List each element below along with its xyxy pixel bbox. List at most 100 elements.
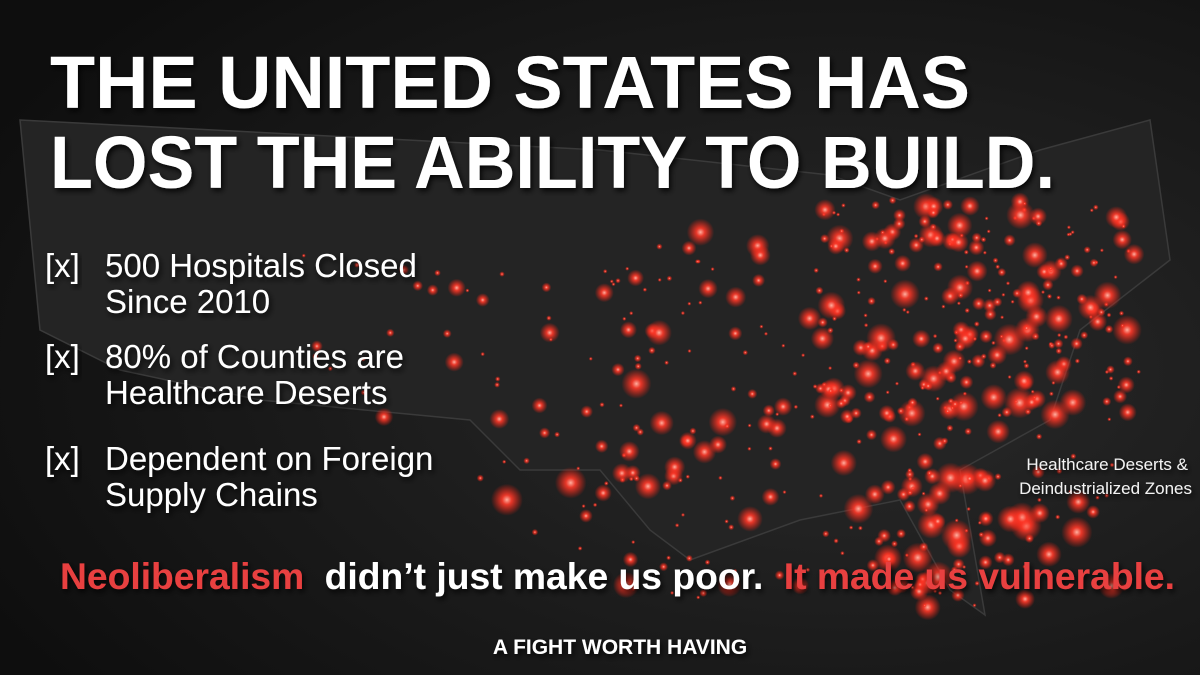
glow-dot: [1023, 359, 1027, 364]
glow-dot: [1040, 399, 1070, 430]
glow-dot: [1014, 399, 1019, 404]
glow-dot: [883, 357, 891, 365]
glow-dot: [680, 311, 686, 316]
glow-dot: [1070, 230, 1075, 235]
glow-dot: [856, 290, 861, 295]
glow-dot: [692, 440, 717, 464]
bullet-marker: [x]: [45, 247, 80, 284]
glow-dot: [1029, 207, 1047, 226]
glow-dot: [947, 397, 955, 405]
glow-dot: [622, 551, 639, 568]
glow-dot: [947, 212, 973, 239]
glow-dot: [1022, 323, 1031, 333]
glow-dot: [903, 500, 916, 513]
glow-dot: [1070, 264, 1084, 278]
glow-dot: [904, 416, 910, 422]
glow-dot: [840, 551, 845, 556]
glow-dot: [973, 469, 997, 492]
glow-dot: [634, 362, 642, 370]
glow-dot: [810, 327, 835, 351]
glow-dot: [490, 483, 523, 516]
glow-dot: [1108, 376, 1114, 381]
glow-dot: [980, 353, 987, 360]
glow-dot: [1106, 312, 1112, 318]
glow-dot: [866, 323, 896, 353]
glow-dot: [1116, 385, 1121, 390]
glow-dot: [444, 352, 464, 372]
glow-dot: [642, 287, 648, 292]
glow-dot: [1001, 292, 1006, 297]
glow-dot: [1045, 359, 1070, 385]
glow-dot: [978, 555, 993, 570]
glow-dot: [447, 278, 466, 297]
glow-dot: [354, 262, 360, 268]
glow-dot: [774, 570, 785, 581]
glow-dot: [762, 404, 775, 417]
glow-dot: [964, 427, 972, 436]
glow-dot: [599, 402, 605, 408]
glow-dot: [1021, 242, 1048, 268]
glow-dot: [863, 313, 868, 318]
glow-dot: [864, 484, 885, 505]
glow-dot: [698, 278, 718, 299]
glow-dot: [881, 551, 897, 567]
glow-dot: [941, 437, 949, 445]
glow-dot: [666, 555, 671, 561]
glow-dot: [704, 559, 711, 566]
glow-dot: [995, 264, 1001, 270]
glow-dot: [1022, 564, 1028, 570]
glow-dot: [978, 510, 994, 527]
glow-dot: [1118, 403, 1137, 422]
glow-dot: [752, 273, 766, 287]
glow-dot: [685, 554, 693, 562]
glow-dot: [476, 474, 484, 482]
glow-dot: [888, 248, 896, 255]
glow-dot: [923, 296, 929, 301]
glow-dot: [831, 210, 837, 215]
glow-dot: [896, 528, 906, 539]
glow-dot: [888, 196, 897, 205]
glow-dot: [580, 405, 593, 418]
glow-dot: [742, 349, 748, 356]
glow-dot: [922, 561, 954, 593]
glow-dot: [502, 459, 507, 464]
glow-dot: [1136, 369, 1141, 374]
glow-dot: [878, 404, 895, 422]
glow-dot: [649, 410, 674, 436]
glow-dot: [1024, 346, 1029, 351]
glow-dot: [924, 508, 929, 513]
glow-dot: [987, 288, 992, 293]
glow-dot: [311, 340, 323, 353]
glow-dot: [880, 479, 896, 495]
glow-dot: [717, 572, 742, 598]
glow-dot: [916, 452, 934, 471]
glow-dot: [724, 423, 730, 429]
glow-dot: [360, 389, 367, 396]
glow-dot: [922, 603, 927, 608]
glow-dot: [905, 361, 926, 381]
glow-dot: [929, 223, 937, 231]
glow-dot: [979, 329, 993, 344]
glow-dot: [1117, 376, 1135, 394]
glow-dot: [1010, 192, 1030, 211]
glow-dot: [972, 603, 977, 608]
glow-dot: [1066, 489, 1091, 514]
bullet-list: [x] 500 Hospitals Closed Since 2010 [x] …: [45, 247, 433, 513]
glow-dot: [939, 582, 944, 588]
glow-dot: [730, 386, 737, 392]
glow-dot: [1056, 468, 1063, 475]
glow-dot: [833, 538, 839, 544]
glow-dot: [993, 323, 1026, 356]
glow-dot: [822, 530, 830, 538]
glow-dot: [858, 570, 863, 575]
glow-dot: [775, 412, 780, 417]
glow-dot: [1025, 305, 1048, 328]
glow-dot: [747, 423, 752, 428]
glow-dot: [312, 353, 319, 360]
glow-dot: [793, 404, 799, 410]
glow-dot: [664, 456, 686, 478]
glow-dot: [592, 502, 598, 508]
glow-dot: [442, 329, 452, 338]
glow-dot: [964, 307, 970, 314]
